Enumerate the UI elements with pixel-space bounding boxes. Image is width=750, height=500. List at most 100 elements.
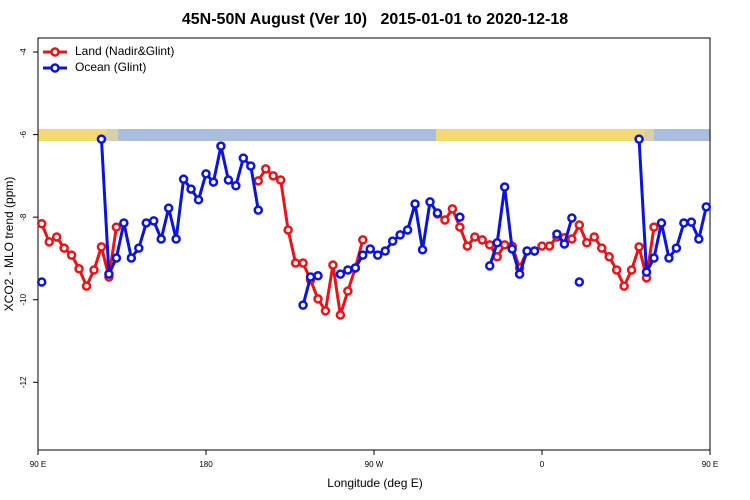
x-axis-label: Longitude (deg E)	[327, 476, 422, 490]
data-point	[552, 229, 562, 239]
data-point	[104, 269, 114, 279]
data-point	[320, 306, 331, 316]
data-point	[499, 240, 510, 250]
data-point	[343, 286, 353, 296]
data-point	[634, 134, 644, 144]
data-point	[694, 234, 704, 244]
data-point	[567, 213, 577, 223]
data-point	[529, 246, 540, 256]
data-point	[589, 232, 600, 242]
data-point	[455, 212, 465, 222]
data-point	[477, 235, 488, 245]
data-point	[387, 236, 398, 246]
legend-label: Land (Nadir&Glint)	[75, 44, 174, 58]
data-point	[686, 217, 697, 227]
data-point	[268, 171, 278, 181]
data-point	[462, 241, 473, 251]
y-axis-label: XCO2 - MLO trend (ppm)	[2, 177, 16, 312]
data-point	[36, 277, 47, 287]
data-point	[649, 253, 659, 263]
data-point	[574, 277, 585, 287]
y-tick-label: -8	[19, 213, 28, 221]
data-point	[51, 232, 62, 242]
legend-marker	[50, 47, 60, 57]
data-point	[507, 244, 517, 254]
data-point	[89, 265, 99, 275]
data-point	[372, 250, 383, 260]
data-point	[134, 243, 144, 253]
data-point	[313, 294, 323, 304]
data-point	[36, 219, 47, 229]
data-point	[559, 239, 570, 249]
data-point	[634, 242, 644, 252]
data-point	[484, 240, 495, 250]
data-point	[492, 238, 502, 248]
data-point	[522, 246, 532, 256]
data-point	[514, 269, 525, 279]
data-point	[656, 218, 667, 228]
data-point	[223, 175, 234, 185]
x-tick-label: 180	[199, 460, 213, 469]
chart-title: 45N-50N August (Ver 10) 2015-01-01 to 20…	[182, 11, 568, 28]
data-point	[343, 265, 353, 275]
data-point	[611, 265, 622, 275]
data-point	[216, 141, 226, 151]
data-point	[455, 222, 465, 232]
data-point	[499, 182, 510, 192]
land-strip	[38, 129, 106, 141]
data-point	[626, 265, 637, 275]
legend-label: Ocean (Glint)	[75, 60, 146, 74]
legend-marker	[50, 63, 60, 73]
data-point	[365, 244, 376, 254]
y-tick-label: -10	[19, 293, 28, 305]
data-point	[484, 261, 495, 271]
data-point	[582, 238, 592, 248]
data-point	[163, 203, 174, 213]
data-point	[417, 245, 428, 255]
data-point	[253, 176, 264, 186]
series-line	[99, 139, 708, 306]
y-tick-label: -6	[19, 130, 28, 138]
data-point	[178, 174, 189, 184]
data-point	[305, 272, 316, 282]
data-point	[201, 169, 211, 179]
data-point	[641, 267, 652, 277]
data-point	[238, 153, 249, 163]
data-point	[260, 164, 271, 174]
data-point	[59, 243, 69, 253]
data-point	[664, 253, 674, 263]
data-point	[432, 208, 443, 218]
data-point	[96, 134, 107, 144]
land-mask-strip	[38, 129, 710, 141]
data-point	[544, 241, 555, 251]
data-point	[679, 218, 689, 228]
data-point	[275, 175, 286, 185]
data-point	[410, 199, 420, 209]
data-point	[574, 220, 585, 230]
y-tick-label: -12	[19, 376, 28, 388]
data-point	[171, 234, 181, 244]
data-point	[604, 252, 614, 262]
data-point	[96, 242, 107, 252]
data-point	[126, 253, 137, 263]
data-point	[298, 258, 308, 268]
data-point	[425, 197, 435, 207]
data-point	[537, 241, 547, 251]
x-tick-label: 90 W	[365, 460, 384, 469]
land-strip	[644, 129, 654, 141]
data-point	[81, 281, 92, 291]
land-strip	[436, 129, 644, 141]
y-tick-label: -4	[19, 48, 28, 56]
data-point	[358, 235, 368, 245]
data-point	[649, 222, 659, 232]
x-tick-label: 90 E	[30, 460, 46, 469]
data-point	[440, 215, 450, 225]
data-point	[619, 281, 629, 291]
data-point	[328, 260, 338, 270]
data-point	[290, 258, 301, 268]
data-point	[231, 181, 241, 191]
data-point	[335, 310, 346, 320]
data-point	[141, 218, 152, 228]
